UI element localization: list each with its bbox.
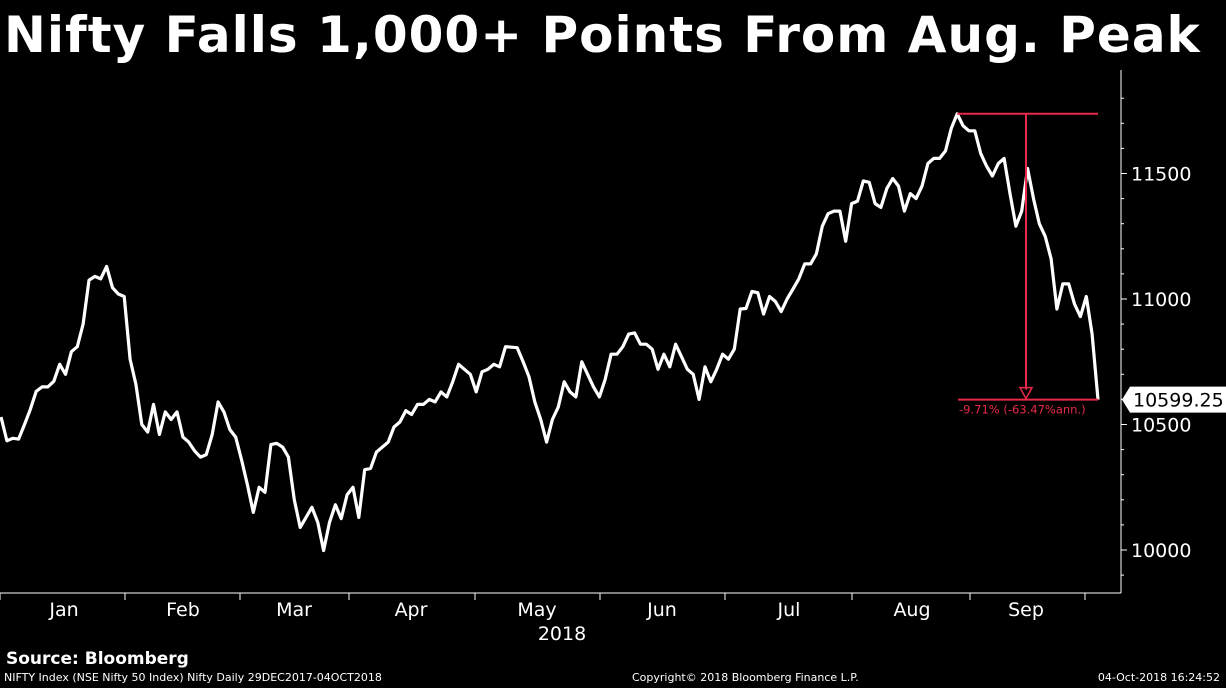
series-line-group (0, 112, 1100, 553)
footer-copyright: Copyright© 2018 Bloomberg Finance L.P. (632, 671, 859, 684)
x-tick-label: Jun (646, 599, 677, 621)
chart: -9.71% (-63.47%ann.) 10000 10500 11000 1150… (0, 70, 1226, 645)
y-tick-label: 10000 (1131, 540, 1191, 562)
tick-labels: 10000 10500 11000 11500 Jan Feb Mar Apr May Jun Ju… (48, 164, 1226, 645)
y-tick-label: 11500 (1131, 164, 1191, 186)
last-value-label: 10599.25 (1133, 390, 1224, 412)
last-value-box (1122, 386, 1226, 413)
axes (0, 70, 1127, 600)
x-tick-label: Mar (276, 599, 312, 621)
x-tick-label: May (517, 599, 556, 621)
x-tick-label: Apr (395, 599, 428, 621)
drop-annotation-label: -9.71% (-63.47%ann.) (959, 403, 1086, 417)
annotation-group: -9.71% (-63.47%ann.) (957, 112, 1098, 417)
series-line (0, 112, 1100, 553)
source-label: Source: Bloomberg (6, 649, 189, 669)
chart-title: Nifty Falls 1,000+ Points From Aug. Peak (4, 6, 1201, 64)
x-tick-label: Sep (1008, 599, 1044, 621)
y-tick-label: 11000 (1131, 289, 1191, 311)
y-tick-label: 10500 (1131, 415, 1191, 437)
x-tick-label: Jan (48, 599, 78, 621)
footer-index-description: NIFTY Index (NSE Nifty 50 Index) Nifty D… (4, 671, 382, 684)
x-tick-label: Jul (777, 599, 801, 621)
x-tick-label: Feb (166, 599, 200, 621)
drop-arrow-head (1018, 386, 1034, 401)
footer-timestamp: 04-Oct-2018 16:24:52 (1097, 671, 1220, 684)
x-tick-label: Aug (893, 599, 930, 621)
x-year-label: 2018 (538, 623, 586, 645)
